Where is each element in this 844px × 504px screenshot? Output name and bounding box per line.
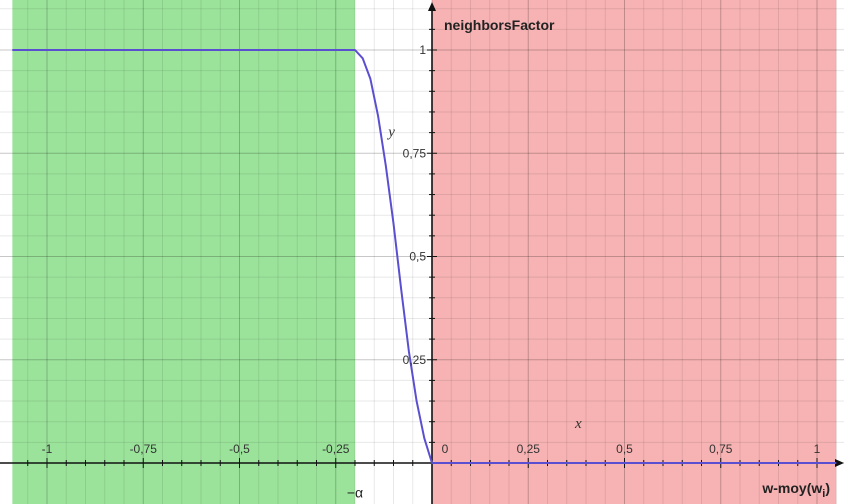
x-tick-label: -0,75 bbox=[130, 442, 158, 456]
x-tick-label: -1 bbox=[42, 442, 53, 456]
variable-label-x: x bbox=[574, 416, 582, 432]
labels-layer: -1 -0,75 -0,5 -0,25 0 0,25 0,5 0,75 1 0,25 0,5 0,75… bbox=[42, 17, 830, 501]
x-axis-arrow bbox=[835, 459, 844, 467]
y-tick-label: 0,75 bbox=[403, 146, 427, 160]
x-tick-label: -0,5 bbox=[229, 442, 250, 456]
x-axis-title-base: w-moy(w bbox=[761, 480, 822, 496]
x-tick-label: 0,25 bbox=[517, 442, 541, 456]
x-axis-title: w-moy(wi) bbox=[761, 480, 830, 500]
x-axis-title-close: ) bbox=[825, 480, 830, 496]
y-tick-label: 0,5 bbox=[409, 250, 426, 264]
x-tick-label: 0,75 bbox=[709, 442, 733, 456]
region-1 bbox=[432, 0, 837, 504]
y-tick-label: 0,25 bbox=[403, 353, 427, 367]
x-tick-label: 1 bbox=[814, 442, 821, 456]
minus-alpha-label: −α bbox=[347, 485, 363, 501]
x-axis-title-sub: i bbox=[822, 488, 825, 500]
x-tick-label: 0,5 bbox=[616, 442, 633, 456]
x-tick-label: -0,25 bbox=[322, 442, 350, 456]
curve-layer bbox=[12, 49, 837, 464]
y-axis-title: neighborsFactor bbox=[444, 17, 555, 33]
region-0 bbox=[12, 0, 355, 504]
neighbors-factor-curve bbox=[12, 49, 837, 464]
shaded-regions bbox=[12, 0, 837, 504]
y-tick-label: 1 bbox=[419, 43, 426, 57]
x-tick-label: 0 bbox=[442, 442, 449, 456]
variable-label-y: y bbox=[386, 125, 395, 141]
